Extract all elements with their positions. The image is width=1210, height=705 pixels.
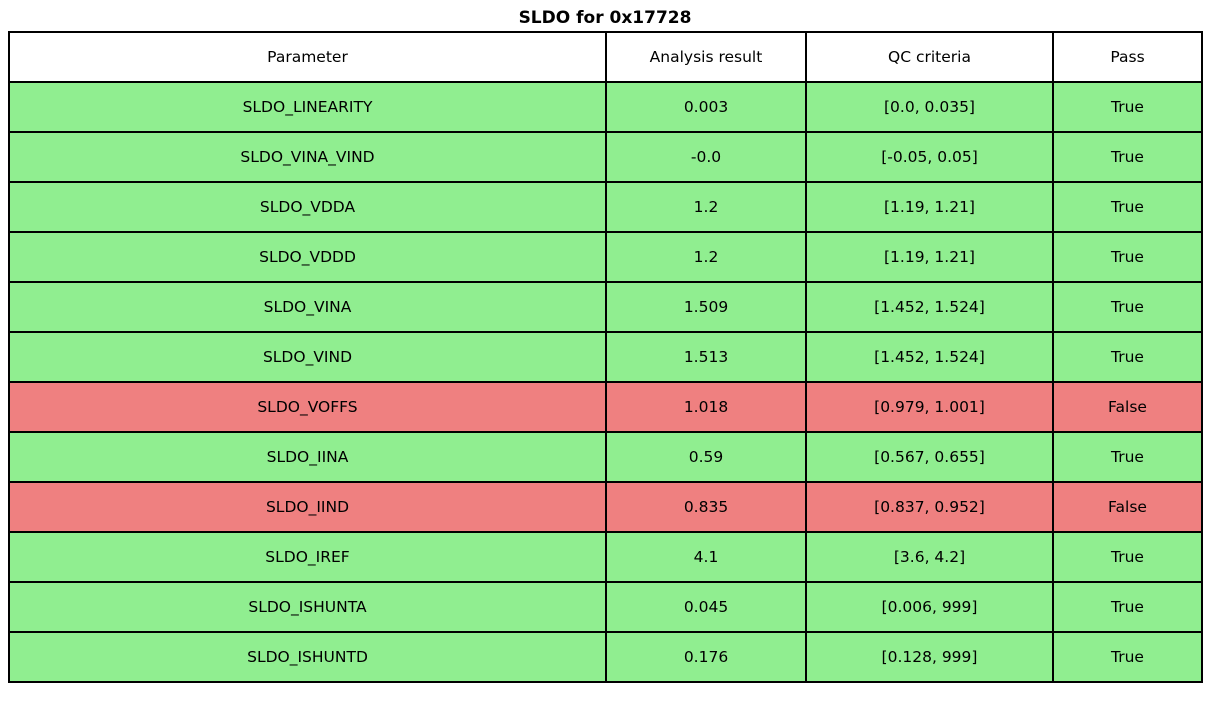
pass-cell: True [1052,281,1203,333]
analysis-result-cell: 0.835 [605,481,807,533]
parameter-cell: SLDO_LINEARITY [8,81,607,133]
analysis-result-cell: 1.513 [605,331,807,383]
table-row: SLDO_VINA 1.509 [1.452, 1.524] True [8,281,1203,333]
pass-cell: True [1052,81,1203,133]
table-row: SLDO_IREF 4.1 [3.6, 4.2] True [8,531,1203,583]
qc-criteria-cell: [0.128, 999] [805,631,1054,683]
qc-results-table: Parameter Analysis result QC criteria Pa… [8,31,1203,683]
analysis-result-cell: 0.176 [605,631,807,683]
analysis-result-cell: 0.045 [605,581,807,633]
table-body: SLDO_LINEARITY 0.003 [0.0, 0.035] True SLDO_… [8,81,1203,683]
qc-criteria-cell: [0.837, 0.952] [805,481,1054,533]
analysis-result-cell: -0.0 [605,131,807,183]
table-row: SLDO_VDDA 1.2 [1.19, 1.21] True [8,181,1203,233]
table-row: SLDO_LINEARITY 0.003 [0.0, 0.035] True [8,81,1203,133]
parameter-cell: SLDO_VDDA [8,181,607,233]
parameter-cell: SLDO_VINA_VIND [8,131,607,183]
analysis-result-cell: 4.1 [605,531,807,583]
page-title: SLDO for 0x17728 [518,8,692,28]
column-header-parameter: Parameter [8,31,607,83]
column-header-pass: Pass [1052,31,1203,83]
qc-criteria-cell: [-0.05, 0.05] [805,131,1054,183]
pass-cell: True [1052,231,1203,283]
table-row: SLDO_VOFFS 1.018 [0.979, 1.001] False [8,381,1203,433]
column-header-analysis-result: Analysis result [605,31,807,83]
table-row: SLDO_ISHUNTD 0.176 [0.128, 999] True [8,631,1203,683]
pass-cell: True [1052,181,1203,233]
qc-criteria-cell: [1.452, 1.524] [805,331,1054,383]
pass-cell: False [1052,481,1203,533]
qc-criteria-cell: [0.979, 1.001] [805,381,1054,433]
table-row: SLDO_VINA_VIND -0.0 [-0.05, 0.05] True [8,131,1203,183]
parameter-cell: SLDO_IREF [8,531,607,583]
pass-cell: True [1052,131,1203,183]
pass-cell: True [1052,581,1203,633]
qc-criteria-cell: [0.567, 0.655] [805,431,1054,483]
column-header-qc-criteria: QC criteria [805,31,1054,83]
qc-criteria-cell: [0.006, 999] [805,581,1054,633]
parameter-cell: SLDO_IINA [8,431,607,483]
analysis-result-cell: 0.003 [605,81,807,133]
parameter-cell: SLDO_VOFFS [8,381,607,433]
qc-criteria-cell: [1.19, 1.21] [805,231,1054,283]
analysis-result-cell: 1.2 [605,231,807,283]
table-row: SLDO_VIND 1.513 [1.452, 1.524] True [8,331,1203,383]
analysis-result-cell: 0.59 [605,431,807,483]
qc-criteria-cell: [3.6, 4.2] [805,531,1054,583]
table-row: SLDO_IINA 0.59 [0.567, 0.655] True [8,431,1203,483]
pass-cell: False [1052,381,1203,433]
qc-criteria-cell: [0.0, 0.035] [805,81,1054,133]
table-row: SLDO_IIND 0.835 [0.837, 0.952] False [8,481,1203,533]
pass-cell: True [1052,531,1203,583]
parameter-cell: SLDO_VDDD [8,231,607,283]
parameter-cell: SLDO_VINA [8,281,607,333]
qc-criteria-cell: [1.452, 1.524] [805,281,1054,333]
pass-cell: True [1052,431,1203,483]
parameter-cell: SLDO_ISHUNTA [8,581,607,633]
parameter-cell: SLDO_ISHUNTD [8,631,607,683]
parameter-cell: SLDO_IIND [8,481,607,533]
table-row: SLDO_ISHUNTA 0.045 [0.006, 999] True [8,581,1203,633]
analysis-result-cell: 1.509 [605,281,807,333]
parameter-cell: SLDO_VIND [8,331,607,383]
pass-cell: True [1052,631,1203,683]
pass-cell: True [1052,331,1203,383]
table-header-row: Parameter Analysis result QC criteria Pa… [8,31,1203,83]
table-row: SLDO_VDDD 1.2 [1.19, 1.21] True [8,231,1203,283]
analysis-result-cell: 1.2 [605,181,807,233]
analysis-result-cell: 1.018 [605,381,807,433]
qc-criteria-cell: [1.19, 1.21] [805,181,1054,233]
